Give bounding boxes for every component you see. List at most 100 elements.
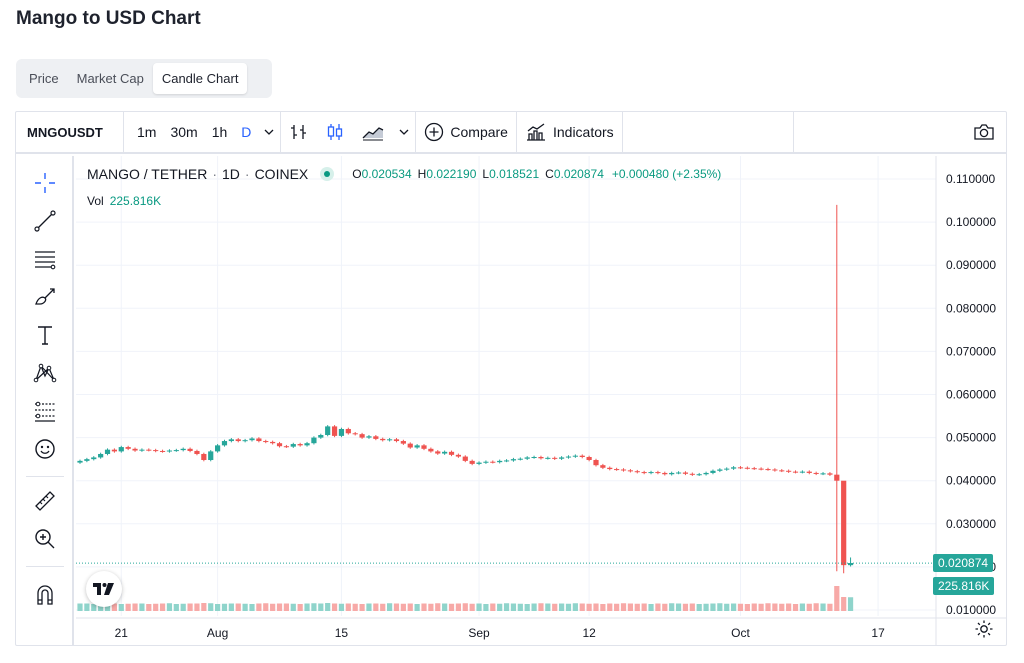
volume-bar — [779, 603, 785, 611]
volume-bar — [331, 603, 338, 611]
text-tool[interactable] — [30, 320, 60, 350]
volume-bar — [469, 603, 475, 611]
candle-style-button[interactable] — [317, 111, 353, 153]
legend-interval: 1D — [221, 166, 240, 182]
toolbar-divider — [621, 111, 623, 153]
tab-price[interactable]: Price — [29, 71, 59, 86]
volume-bar — [173, 604, 179, 611]
interval-d[interactable]: D — [241, 124, 252, 140]
low-value: 0.018521 — [489, 167, 540, 181]
tool-divider — [26, 566, 64, 567]
candle-body — [552, 457, 558, 459]
volume-bar — [228, 603, 234, 611]
crosshair-tool[interactable] — [30, 168, 60, 198]
tab-candle-chart[interactable]: Candle Chart — [152, 63, 248, 94]
prediction-tool[interactable] — [30, 396, 60, 426]
candle-body — [545, 457, 551, 459]
interval-30m[interactable]: 30m — [170, 124, 198, 140]
volume-bar — [786, 603, 792, 611]
indicators-button[interactable]: Indicators — [517, 111, 622, 153]
prediction-icon — [35, 401, 55, 422]
candle-body — [689, 473, 695, 475]
interval-1h[interactable]: 1h — [211, 124, 228, 140]
volume-bar — [221, 603, 228, 611]
tab-market-cap[interactable]: Market Cap — [76, 71, 144, 86]
chart-pane[interactable]: 0.110000 0.100000 0.090000 0.080000 0.070000… — [76, 156, 1006, 645]
area-style-button[interactable] — [353, 111, 393, 153]
text-icon — [38, 326, 52, 345]
volume-bar — [366, 603, 372, 611]
candle-body — [276, 443, 283, 447]
close-value: 0.020874 — [553, 167, 604, 181]
interval-1m[interactable]: 1m — [137, 124, 157, 140]
snapshot-button[interactable] — [794, 111, 1006, 153]
volume-bar — [689, 603, 695, 611]
candle-body — [393, 439, 400, 442]
candle-body — [669, 472, 675, 475]
candle-body — [703, 472, 709, 475]
y-tick-label: 0.070000 — [946, 344, 996, 358]
volume-bar — [104, 603, 111, 611]
volume-bar — [159, 603, 166, 611]
volume-bar — [77, 603, 83, 611]
volume-bar — [359, 604, 365, 611]
candle-body — [304, 443, 310, 446]
volume-bar — [407, 603, 413, 611]
candle-body — [737, 467, 744, 469]
volume-bar — [552, 603, 558, 611]
emoji-tool[interactable] — [30, 434, 60, 464]
volume-bar — [483, 604, 489, 611]
symbol-search[interactable]: MNGOUSDT — [27, 124, 103, 140]
fib-tool[interactable] — [30, 244, 60, 274]
volume-bar — [717, 603, 723, 611]
bar-style-button[interactable] — [281, 111, 317, 153]
plus-circle-icon — [425, 122, 444, 142]
candle-body — [249, 438, 255, 441]
zoom-in-icon — [35, 529, 55, 549]
candle-body — [125, 447, 131, 449]
chart-style-dropdown-button[interactable] — [393, 111, 415, 153]
volume-bar — [270, 603, 276, 611]
candle-body — [696, 474, 702, 476]
candlestick-chart[interactable]: 0.110000 0.100000 0.090000 0.080000 0.070000… — [76, 156, 1006, 645]
volume-bar — [586, 603, 592, 611]
candle-body — [283, 446, 289, 448]
volume-label: Vol — [87, 194, 104, 208]
candle-body — [325, 426, 331, 436]
volume-bar — [393, 603, 400, 611]
candle-body — [786, 470, 792, 472]
trend-line-tool[interactable] — [30, 206, 60, 236]
volume-bar — [565, 603, 572, 611]
measure-tool[interactable] — [30, 486, 60, 516]
y-tick-label: 0.100000 — [946, 215, 996, 229]
legend-high: H0.022190 — [418, 167, 477, 181]
compare-button[interactable]: Compare — [416, 111, 516, 153]
legend-separator: · — [212, 166, 217, 182]
tradingview-logo-icon — [93, 583, 114, 595]
close-label: C — [545, 167, 554, 181]
volume-bar — [696, 604, 702, 611]
market-status-indicator[interactable] — [320, 167, 335, 181]
candle-body — [118, 447, 124, 452]
candle-body — [380, 438, 386, 441]
volume-bar — [744, 604, 750, 611]
tool-divider — [26, 476, 64, 477]
magnet-tool[interactable] — [30, 580, 60, 610]
candle-body — [648, 472, 654, 474]
volume-bar — [208, 603, 214, 611]
volume-bar — [662, 603, 668, 611]
tradingview-logo[interactable] — [86, 571, 122, 607]
pattern-tool[interactable] — [30, 358, 60, 388]
brush-tool[interactable] — [30, 282, 60, 312]
zoom-tool[interactable] — [30, 524, 60, 554]
candle-body — [497, 460, 503, 463]
candle-body — [607, 467, 613, 470]
chart-settings-button[interactable] — [974, 619, 994, 644]
volume-bar — [263, 603, 269, 611]
emoji-icon — [35, 439, 55, 459]
candle-body — [180, 448, 186, 451]
interval-dropdown-button[interactable] — [258, 111, 280, 153]
candle-body — [827, 473, 833, 475]
volume-bar — [256, 603, 262, 611]
volume-bar — [834, 586, 840, 611]
